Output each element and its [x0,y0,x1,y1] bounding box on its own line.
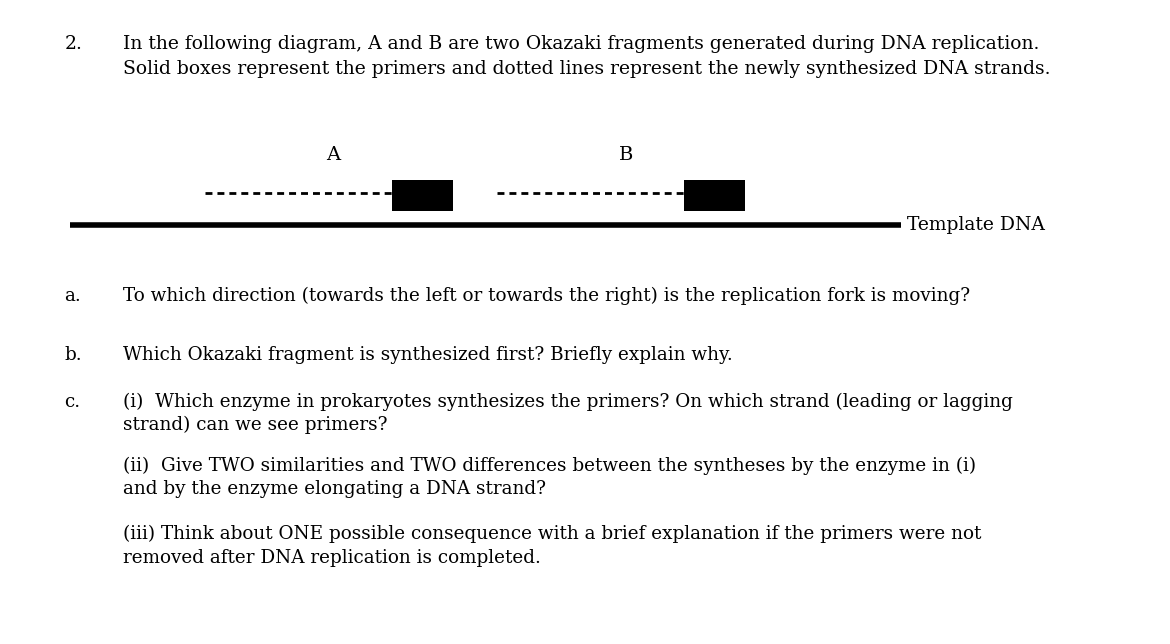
Text: Solid boxes represent the primers and dotted lines represent the newly synthesiz: Solid boxes represent the primers and do… [123,60,1051,78]
Bar [684,180,745,211]
Text: 2.: 2. [64,35,82,53]
Text: removed after DNA replication is completed.: removed after DNA replication is complet… [123,549,541,567]
Text: B: B [619,146,633,164]
Text: (i)  Which enzyme in prokaryotes synthesizes the primers? On which strand (leadi: (i) Which enzyme in prokaryotes synthesi… [123,393,1013,411]
Text: To which direction (towards the left or towards the right) is the replication fo: To which direction (towards the left or … [123,287,970,305]
Bar [392,180,453,211]
Text: In the following diagram, A and B are two Okazaki fragments generated during DNA: In the following diagram, A and B are tw… [123,35,1039,53]
Text: a.: a. [64,287,81,305]
Text: b.: b. [64,346,82,365]
Text: strand) can we see primers?: strand) can we see primers? [123,415,387,433]
Text: (ii)  Give TWO similarities and TWO differences between the syntheses by the enz: (ii) Give TWO similarities and TWO diffe… [123,457,976,475]
Text: Which Okazaki fragment is synthesized first? Briefly explain why.: Which Okazaki fragment is synthesized fi… [123,346,732,365]
Text: c.: c. [64,393,81,411]
Text: and by the enzyme elongating a DNA strand?: and by the enzyme elongating a DNA stran… [123,480,546,498]
Text: Template DNA: Template DNA [907,216,1045,234]
Text: (iii) Think about ONE possible consequence with a brief explanation if the prime: (iii) Think about ONE possible consequen… [123,525,982,543]
Text: A: A [326,146,340,164]
